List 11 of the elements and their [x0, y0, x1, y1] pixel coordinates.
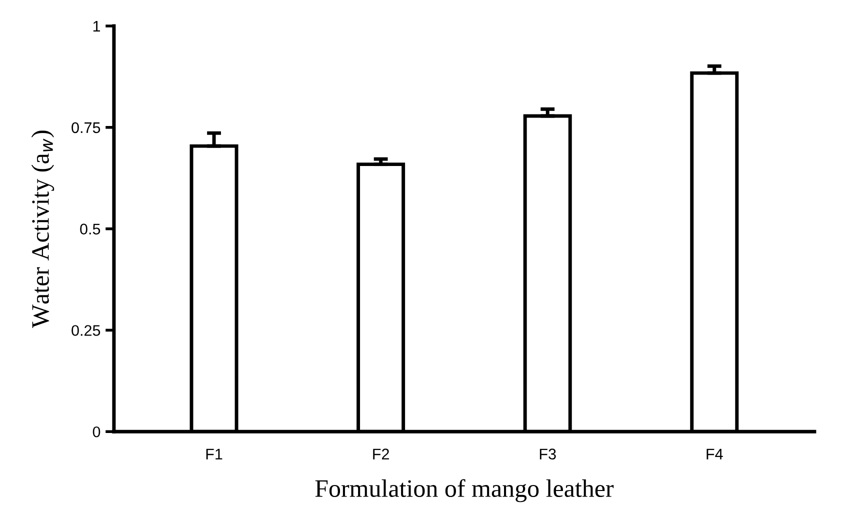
y-tick-label: 0.75	[72, 122, 100, 134]
y-tick-label: 0	[92, 426, 100, 438]
y-tick-label: 1	[93, 21, 100, 32]
x-tick-label: F2	[373, 448, 389, 460]
y-axis-title: Water Activity (a$_{w}$)	[31, 130, 54, 328]
y-tick-label: 0.25	[72, 325, 100, 336]
x-tick-label: F1	[206, 448, 222, 460]
y-tick-label: 0.5	[80, 224, 100, 234]
x-tick-label: F4	[706, 448, 723, 460]
x-tick-label: F3	[540, 448, 556, 460]
x-axis-title: Formulation of mango leather	[315, 479, 614, 502]
